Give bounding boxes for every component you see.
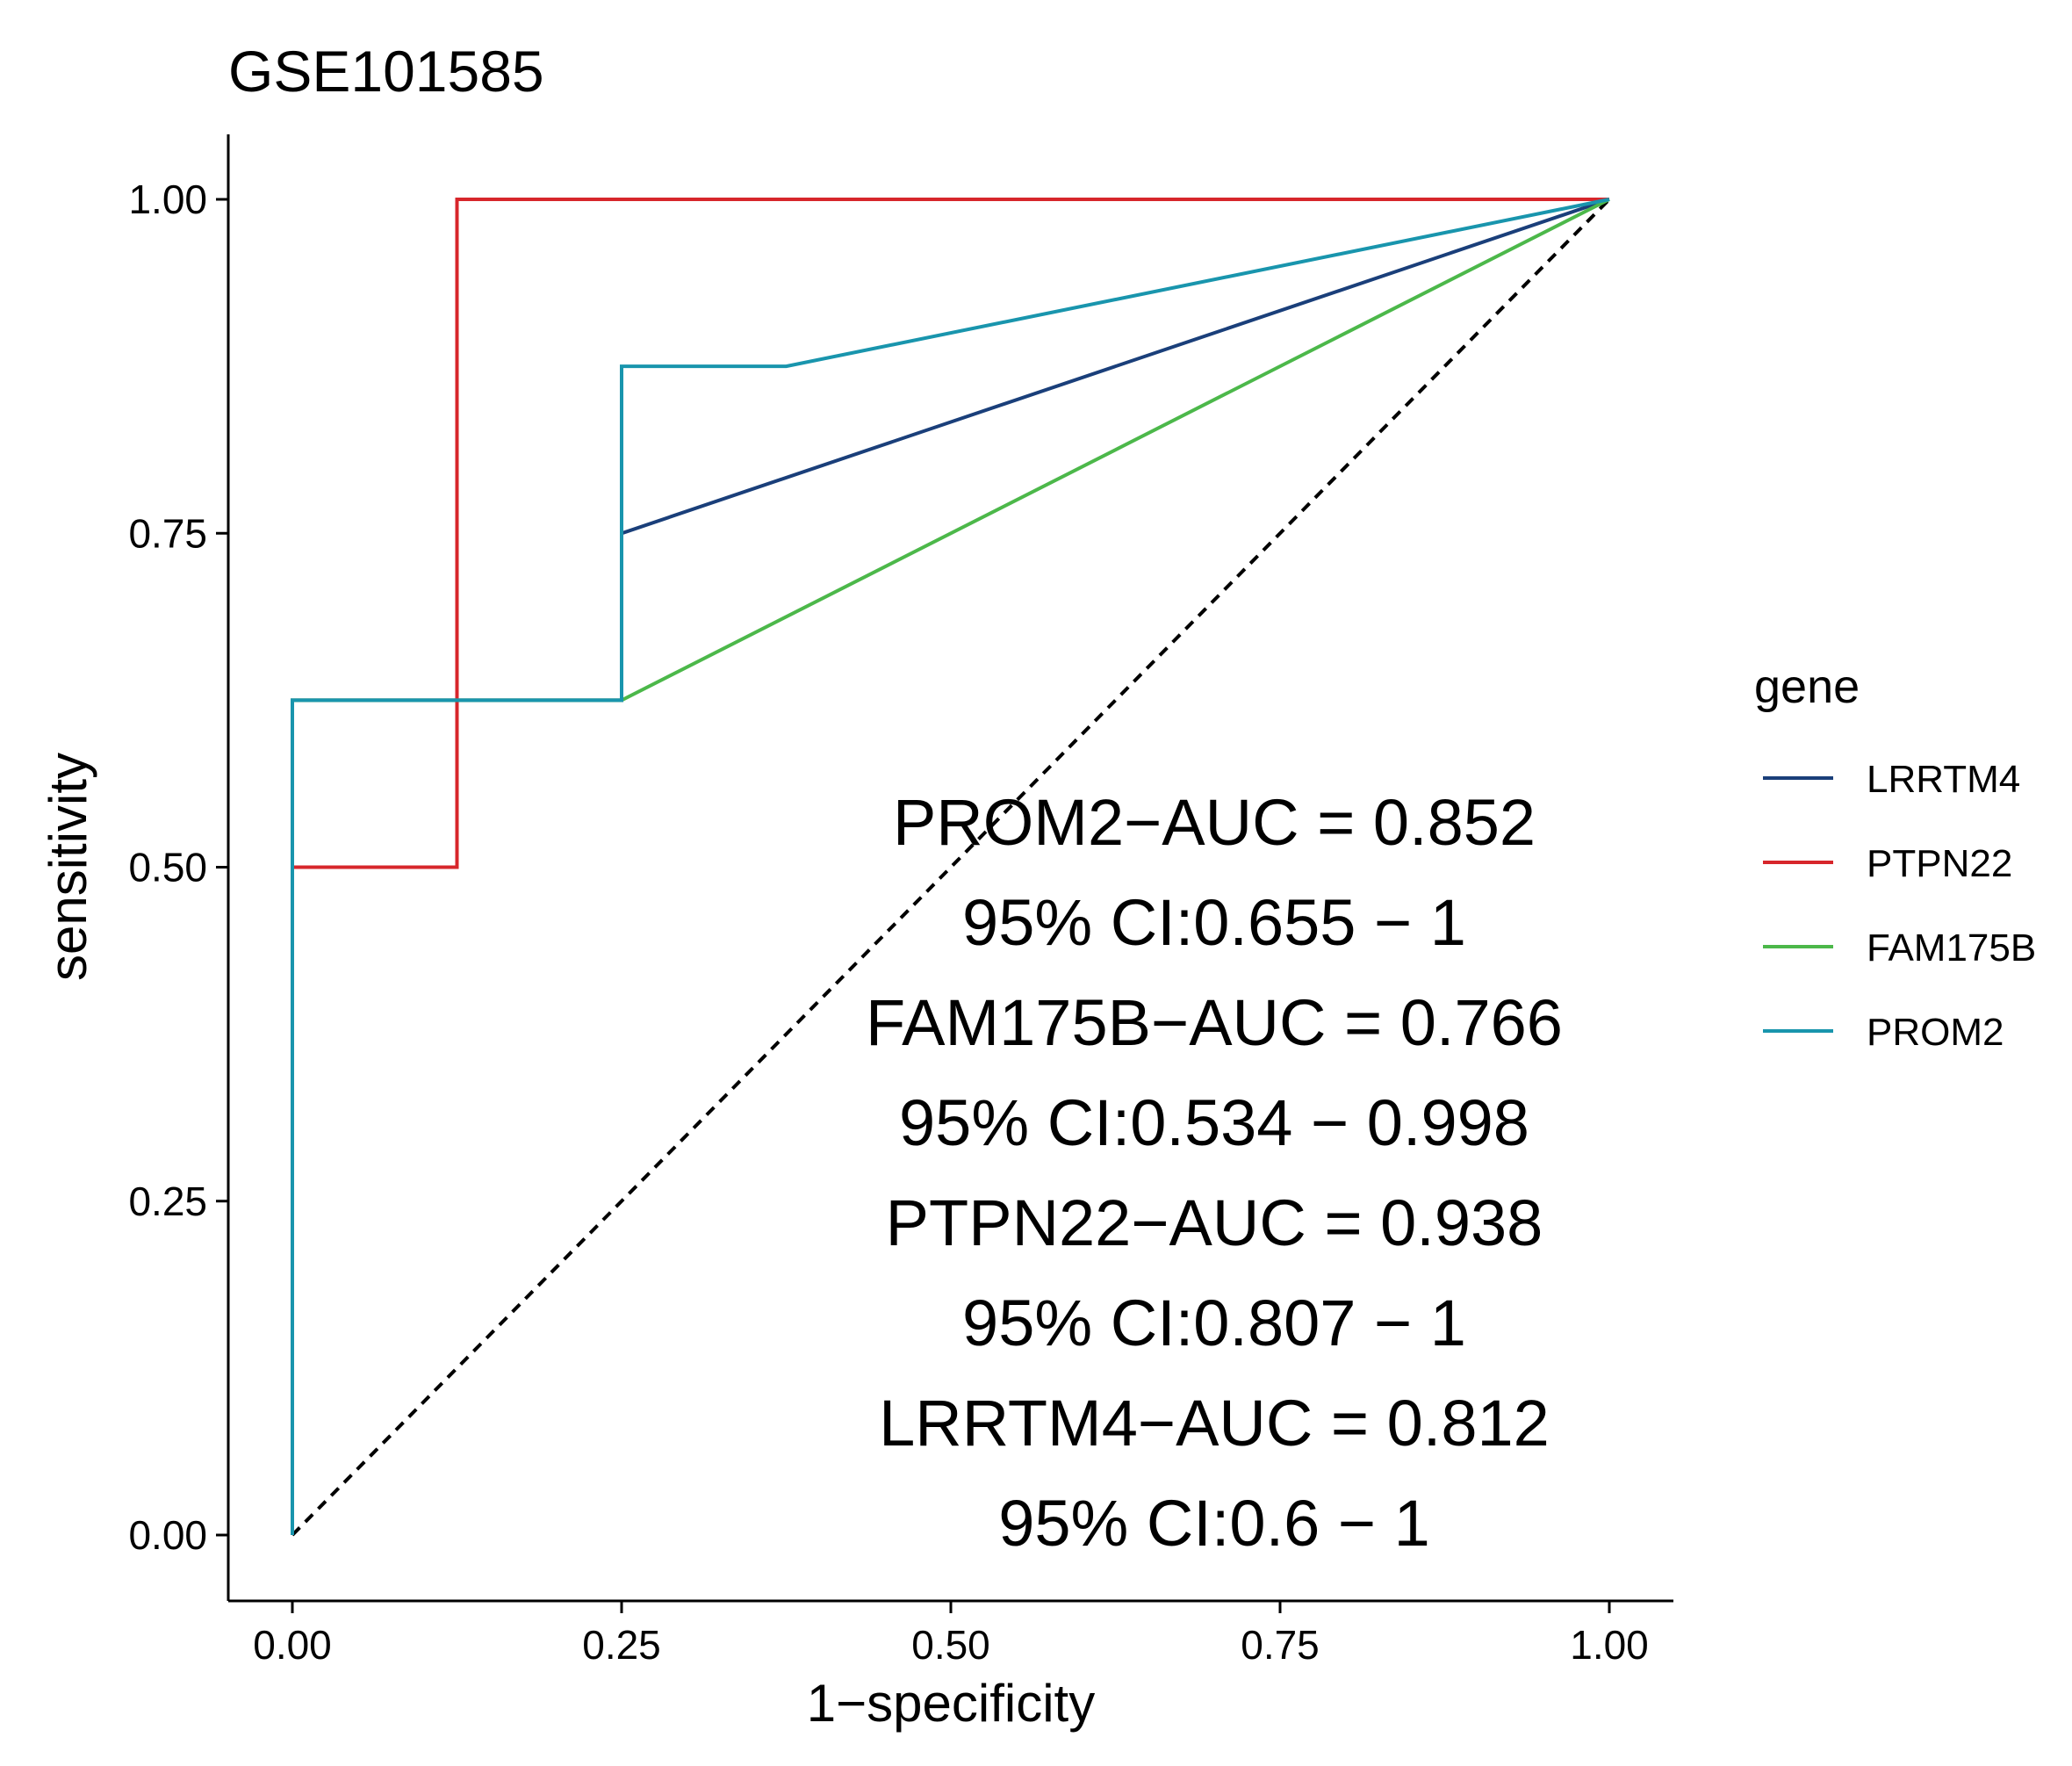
y-tick-label: 0.25	[128, 1179, 207, 1224]
y-tick-label: 0.75	[128, 510, 207, 556]
auc-annotation-7: LRRTM4−AUC = 0.812	[879, 1387, 1550, 1460]
legend-title: gene	[1754, 660, 1860, 713]
chart-title: GSE101585	[228, 39, 544, 104]
y-tick-label: 0.50	[128, 845, 207, 890]
y-axis-title: sensitivity	[39, 753, 97, 981]
legend: gene LRRTM4 PTPN22 FAM175B PROM2	[1754, 660, 2036, 1054]
auc-annotation-2: 95% CI:0.655 − 1	[962, 886, 1466, 959]
x-tick-label: 0.75	[1241, 1622, 1320, 1668]
roc-line-prom2	[291, 198, 1610, 1535]
y-tick-label: 0.00	[128, 1512, 207, 1558]
auc-annotation-1: PROM2−AUC = 0.852	[893, 786, 1536, 859]
auc-annotation-3: FAM175B−AUC = 0.766	[866, 986, 1563, 1059]
legend-label-prom2: PROM2	[1867, 1011, 2004, 1054]
x-tick-label: 0.00	[253, 1622, 332, 1668]
x-tick-label: 0.50	[911, 1622, 990, 1668]
axes: 0.00 0.25 0.50 0.75 1.00 0.00 0.25 0.50 0.75 1.00	[128, 134, 1673, 1668]
auc-annotation-5: PTPN22−AUC = 0.938	[886, 1186, 1543, 1259]
x-tick-label: 1.00	[1570, 1622, 1649, 1668]
y-tick-label: 1.00	[128, 177, 207, 222]
x-axis-title: 1−specificity	[807, 1674, 1095, 1733]
auc-annotation-8: 95% CI:0.6 − 1	[998, 1487, 1430, 1560]
plot-area	[291, 198, 1611, 1537]
legend-label-ptpn22: PTPN22	[1867, 842, 2012, 885]
legend-label-fam175b: FAM175B	[1867, 926, 2036, 969]
auc-annotations: PROM2−AUC = 0.852 95% CI:0.655 − 1 FAM175B…	[866, 786, 1563, 1560]
legend-label-lrrtm4: LRRTM4	[1867, 758, 2020, 801]
auc-annotation-4: 95% CI:0.534 − 0.998	[899, 1086, 1529, 1159]
x-tick-label: 0.25	[582, 1622, 661, 1668]
auc-annotation-6: 95% CI:0.807 − 1	[962, 1287, 1466, 1359]
